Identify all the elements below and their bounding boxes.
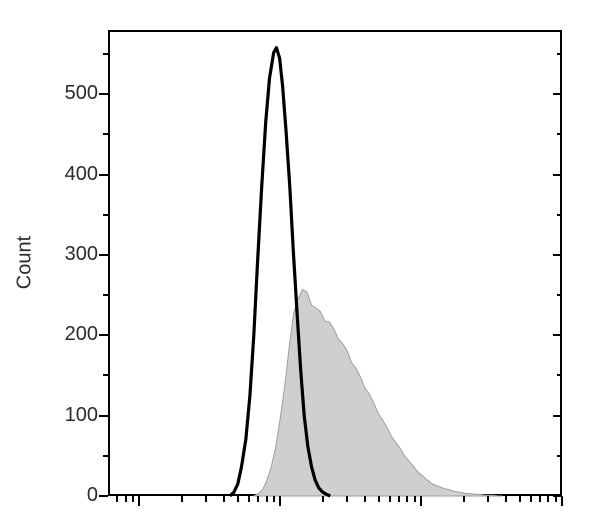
x-minor-tick (181, 496, 183, 502)
y-major-tick (99, 93, 108, 95)
x-major-tick (279, 496, 281, 506)
x-minor-tick (364, 496, 366, 502)
x-minor-tick (132, 496, 134, 502)
y-tick-label: 500 (48, 82, 98, 105)
x-minor-tick (116, 496, 118, 502)
x-minor-tick (266, 496, 268, 502)
y-major-tick-right (553, 174, 562, 176)
y-minor-tick (103, 133, 108, 135)
x-minor-tick (125, 496, 127, 502)
y-major-tick-right (553, 334, 562, 336)
y-minor-tick (103, 374, 108, 376)
y-major-tick (99, 415, 108, 417)
y-minor-tick-right (557, 374, 562, 376)
y-minor-tick (103, 53, 108, 55)
x-minor-tick (273, 496, 275, 502)
x-minor-tick (505, 496, 507, 502)
x-minor-tick (257, 496, 259, 502)
y-major-tick-right (553, 415, 562, 417)
y-major-tick (99, 495, 108, 497)
y-tick-label: 400 (48, 163, 98, 186)
x-minor-tick (555, 496, 557, 502)
x-minor-tick (547, 496, 549, 502)
x-minor-tick (346, 496, 348, 502)
x-minor-tick (223, 496, 225, 502)
y-axis-label: Count (14, 233, 37, 293)
x-minor-tick (463, 496, 465, 502)
x-major-tick (420, 496, 422, 506)
x-minor-tick (322, 496, 324, 502)
flow-cytometry-histogram: Count 0 100 200 300 400 500 (0, 0, 590, 529)
y-major-tick (99, 174, 108, 176)
x-minor-tick (205, 496, 207, 502)
x-major-tick (138, 496, 140, 506)
y-minor-tick-right (557, 133, 562, 135)
y-tick-label: 200 (48, 323, 98, 346)
x-minor-tick (248, 496, 250, 502)
x-minor-tick (530, 496, 532, 502)
plot-area (108, 30, 562, 496)
x-minor-tick (539, 496, 541, 502)
y-major-tick (99, 334, 108, 336)
x-minor-tick (389, 496, 391, 502)
y-major-tick-right (553, 254, 562, 256)
y-minor-tick (103, 455, 108, 457)
x-major-tick (561, 496, 563, 506)
x-minor-tick (398, 496, 400, 502)
y-minor-tick-right (557, 53, 562, 55)
y-major-tick (99, 254, 108, 256)
y-minor-tick-right (557, 455, 562, 457)
y-tick-label: 300 (48, 243, 98, 266)
x-minor-tick (487, 496, 489, 502)
y-tick-label: 100 (48, 404, 98, 427)
x-minor-tick (237, 496, 239, 502)
y-minor-tick-right (557, 214, 562, 216)
x-minor-tick (406, 496, 408, 502)
y-tick-label: 0 (48, 484, 98, 507)
x-minor-tick (519, 496, 521, 502)
y-major-tick-right (553, 93, 562, 95)
y-minor-tick (103, 294, 108, 296)
x-minor-tick (414, 496, 416, 502)
y-minor-tick-right (557, 294, 562, 296)
x-minor-tick (378, 496, 380, 502)
y-minor-tick (103, 214, 108, 216)
